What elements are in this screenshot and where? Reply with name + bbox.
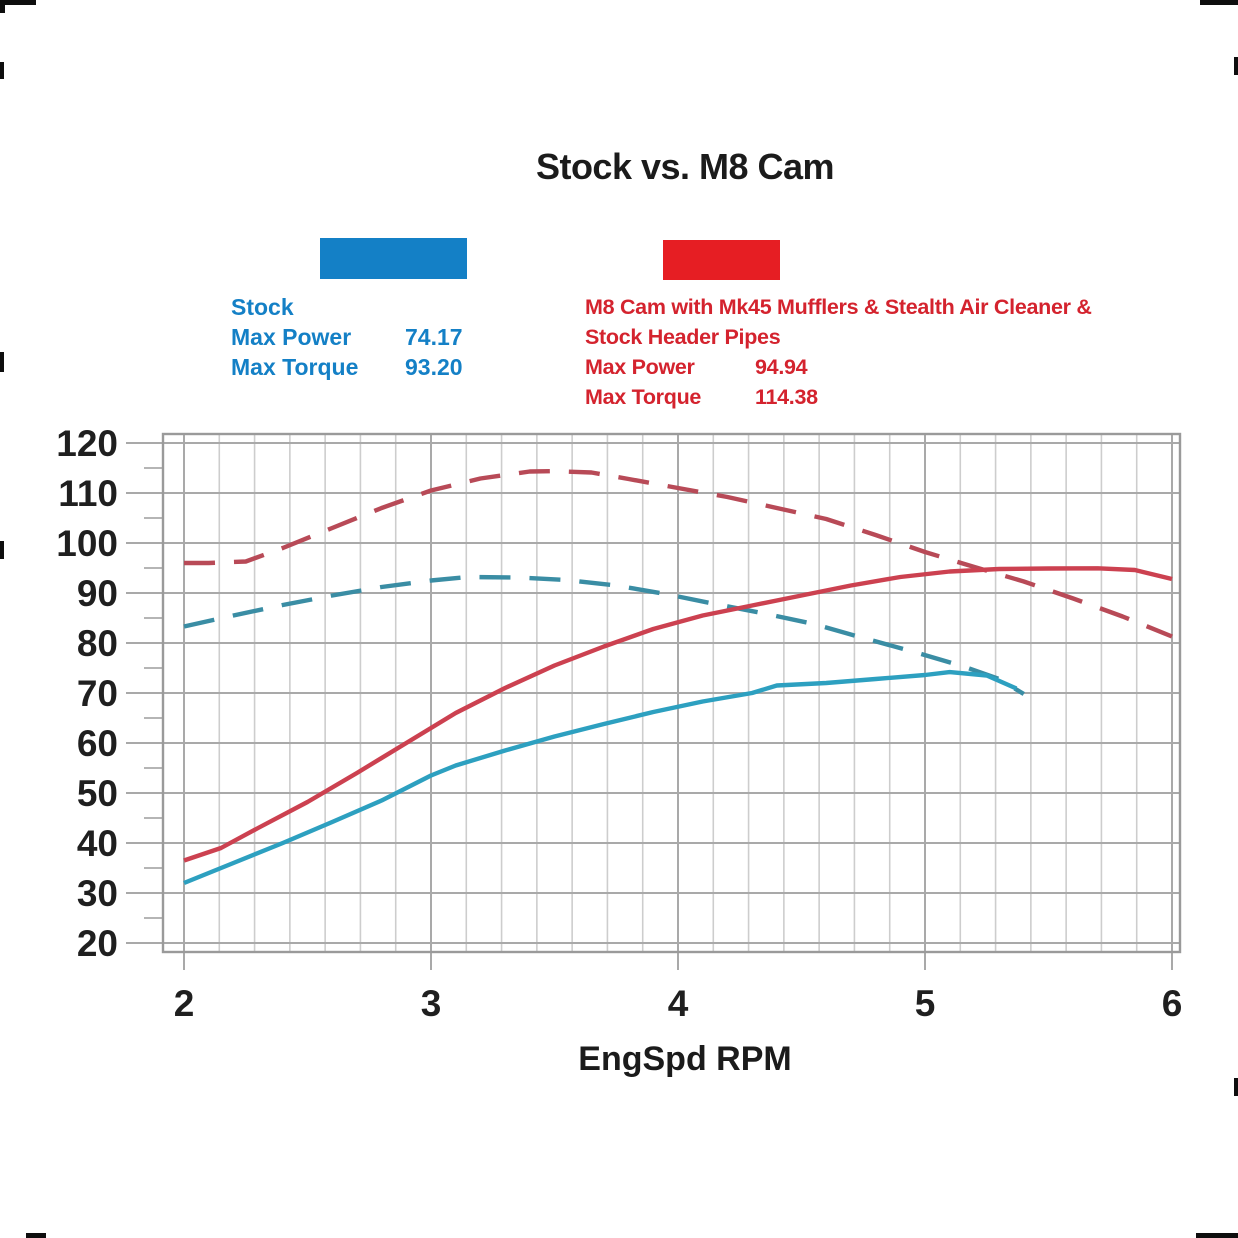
series-m8-power [183,566,1173,863]
m8-legend: M8 Cam with Mk45 Mufflers & Stealth Air … [585,292,1092,412]
stock-legend-name: Stock [231,294,294,320]
x-tick-label: 4 [668,983,689,1024]
y-tick-label: 60 [77,723,118,764]
edge-artifact [0,0,36,5]
y-tick-label: 100 [56,523,118,564]
x-tick-label: 2 [174,983,195,1024]
y-tick-label: 40 [77,823,118,864]
stock-max-torque-value: 93.20 [405,354,463,380]
stock-max-power-row: Max Power 74.17 [231,322,463,352]
m8-legend-name-line2: Stock Header Pipes [585,325,781,349]
stock-max-torque-row: Max Torque 93.20 [231,352,463,382]
chart-title: Stock vs. M8 Cam [535,146,835,187]
series-m8-torque [184,468,1173,639]
y-tick-label: 20 [77,923,118,964]
edge-artifact [26,1233,46,1238]
m8-max-torque-row: Max Torque 114.38 [585,382,1092,412]
stock-legend-swatch [320,238,467,279]
m8-max-power-label: Max Power [585,355,695,379]
m8-max-torque-value: 114.38 [755,385,818,409]
stock-max-power-label: Max Power [231,324,352,350]
y-tick-label: 110 [58,473,118,514]
x-tick-label: 5 [915,983,936,1024]
x-axis-title: EngSpd RPM [578,1040,792,1078]
edge-artifact [1234,57,1238,75]
y-tick-label: 30 [77,873,118,914]
y-tick-label: 120 [56,423,118,464]
stock-legend: Stock Max Power 74.17 Max Torque 93.20 [231,292,463,382]
y-tick-label: 90 [77,573,118,614]
edge-artifact [1196,1233,1238,1238]
edge-artifact [0,0,5,13]
x-tick-label: 3 [421,983,442,1024]
plot-border [161,432,1182,954]
dyno-plot: 20 30 40 50 60 70 80 90 100 110 120 2 3 4 5 6 [56,423,1183,1024]
stock-max-power-value: 74.17 [405,324,463,350]
series-stock-torque [183,574,1025,696]
y-tick-label: 80 [77,623,118,664]
x-tick-label: 6 [1162,983,1183,1024]
m8-max-power-value: 94.94 [755,355,808,379]
m8-legend-swatch [663,240,780,280]
series-stock-power [183,669,1018,886]
m8-max-power-row: Max Power 94.94 [585,352,1092,382]
edge-artifact [1200,0,1238,5]
edge-artifact [0,352,4,372]
edge-artifact [1234,1078,1238,1096]
y-tick-label: 70 [77,673,118,714]
edge-artifact [0,541,4,559]
y-tick-label: 50 [77,773,118,814]
edge-artifact [0,62,4,79]
m8-max-torque-label: Max Torque [585,385,702,409]
stock-max-torque-label: Max Torque [231,354,359,380]
m8-legend-name-line1: M8 Cam with Mk45 Mufflers & Stealth Air … [585,295,1092,319]
